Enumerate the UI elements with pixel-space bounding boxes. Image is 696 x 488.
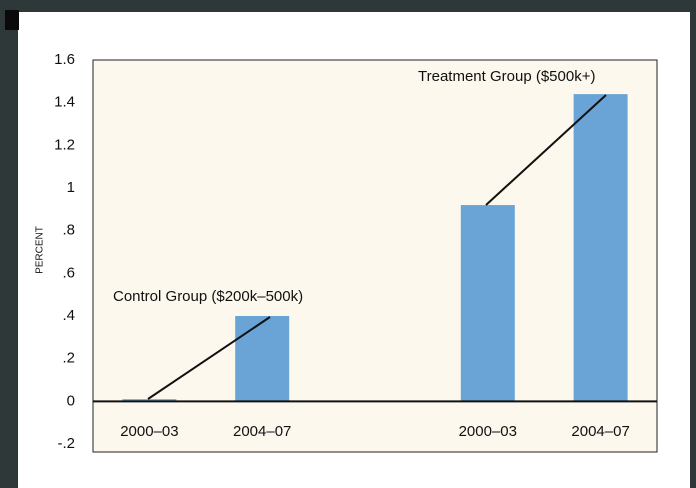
- bar: [122, 399, 177, 402]
- annotation: Control Group ($200k–500k): [113, 288, 303, 305]
- bar: [460, 205, 515, 402]
- x-tick-label: 2000–03: [459, 423, 517, 440]
- y-tick-label: .8: [62, 222, 75, 239]
- y-tick-label: 0: [67, 392, 75, 409]
- x-tick-label: 2004–07: [571, 423, 629, 440]
- y-tick-label: 1: [67, 179, 75, 196]
- annotation: Treatment Group ($500k+): [418, 68, 595, 85]
- x-tick-label: 2000–03: [120, 423, 178, 440]
- x-tick-label: 2004–07: [233, 423, 291, 440]
- plot-area: [92, 59, 658, 453]
- bar: [235, 316, 290, 402]
- y-tick-label: 1.6: [54, 51, 75, 68]
- y-tick-label: .2: [62, 350, 75, 367]
- y-tick-label: .4: [62, 307, 75, 324]
- y-tick-label: 1.4: [54, 94, 75, 111]
- bar: [573, 94, 628, 402]
- y-tick-label: .6: [62, 264, 75, 281]
- annotation-line: [147, 316, 271, 400]
- y-axis-label: PERCENT: [35, 226, 46, 274]
- y-tick-label: 1.2: [54, 136, 75, 153]
- corner-mark: [5, 10, 19, 30]
- y-tick-label: -.2: [57, 435, 75, 452]
- annotation-line: [485, 94, 607, 206]
